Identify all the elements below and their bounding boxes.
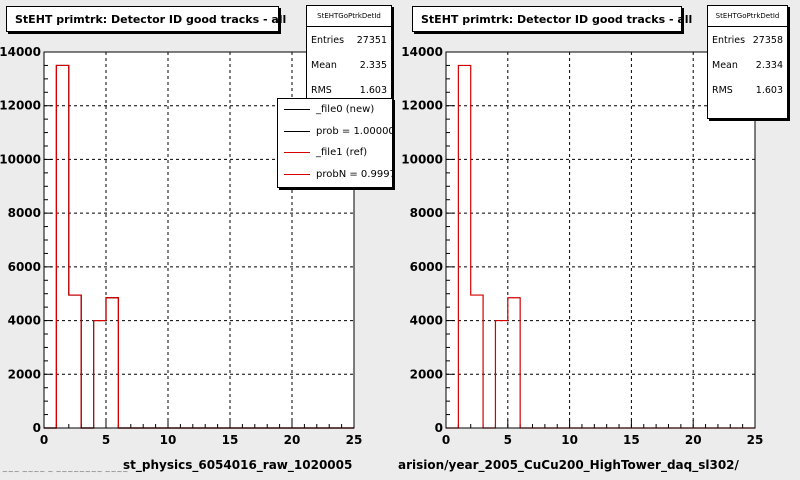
left-histogram-title: StEHT primtrk: Detector ID good tracks -… xyxy=(6,6,286,32)
right-stats-box: StEHTGoPtrkDetId Entries 27358 Mean 2.33… xyxy=(707,5,788,119)
left-y-tick-label: 12000 xyxy=(0,99,41,113)
right-title-text: StEHT primtrk: Detector ID good tracks -… xyxy=(421,13,693,26)
left-stats-entries: Entries 27351 xyxy=(311,35,387,46)
status-footer: ~~~ ~~~~ ~ ~~~~~~~~ ~~~~ xyxy=(2,468,129,476)
left-x-tick-label: 10 xyxy=(160,433,177,447)
right-x-tick-label: 0 xyxy=(442,433,450,447)
right-x-tick-label: 20 xyxy=(685,433,702,447)
left-y-tick-label: 4000 xyxy=(8,314,41,328)
left-x-tick-label: 25 xyxy=(346,433,363,447)
legend-line-file1 xyxy=(284,152,310,154)
left-plot-frame xyxy=(43,51,355,429)
right-plot-frame xyxy=(445,51,756,429)
left-stats-mean: Mean 2.335 xyxy=(311,60,387,71)
legend-item-probn: probN = 0.999718 xyxy=(278,164,392,186)
right-stats-rms: RMS 1.603 xyxy=(712,85,783,96)
right-plot-area xyxy=(446,52,755,428)
left-x-tick-label: 0 xyxy=(40,433,48,447)
left-y-tick-label: 8000 xyxy=(8,206,41,220)
right-histogram-title: StEHT primtrk: Detector ID good tracks -… xyxy=(412,6,692,32)
right-y-tick-label: 4000 xyxy=(410,314,443,328)
right-y-tick-label: 6000 xyxy=(410,260,443,274)
left-x-axis-title: st_physics_6054016_raw_1020005 xyxy=(123,458,353,472)
right-y-tick-label: 14000 xyxy=(401,45,443,59)
left-y-tick-label: 14000 xyxy=(0,45,41,59)
left-y-tick-label: 2000 xyxy=(8,367,41,381)
left-title-text: StEHT primtrk: Detector ID good tracks -… xyxy=(15,13,287,26)
left-y-tick-label: 10000 xyxy=(0,152,41,166)
right-x-axis-title: arision/year_2005_CuCu200_HighTower_daq_… xyxy=(398,458,739,472)
right-y-tick-label: 10000 xyxy=(401,152,443,166)
right-y-tick-label: 8000 xyxy=(410,206,443,220)
right-x-tick-label: 25 xyxy=(747,433,764,447)
right-stats-name: StEHTGoPtrkDetId xyxy=(708,6,787,27)
left-y-tick-label: 6000 xyxy=(8,260,41,274)
left-x-tick-label: 20 xyxy=(284,433,301,447)
legend-box: _file0 (new) prob = 1.000000 _file1 (ref… xyxy=(277,98,393,188)
legend-item-prob: prob = 1.000000 xyxy=(278,121,392,143)
right-stats-entries: Entries 27358 xyxy=(712,35,783,46)
legend-item-file0: _file0 (new) xyxy=(278,99,392,121)
left-y-tick-label: 0 xyxy=(33,421,41,435)
right-stats-mean: Mean 2.334 xyxy=(712,60,783,71)
left-stats-rms: RMS 1.603 xyxy=(311,85,387,96)
left-stats-name: StEHTGoPtrkDetId xyxy=(307,6,391,27)
right-x-tick-label: 5 xyxy=(504,433,512,447)
legend-item-file1: _file1 (ref) xyxy=(278,142,392,164)
left-x-tick-label: 15 xyxy=(222,433,239,447)
right-x-tick-label: 10 xyxy=(561,433,578,447)
left-x-tick-label: 5 xyxy=(102,433,110,447)
right-y-tick-label: 2000 xyxy=(410,367,443,381)
right-y-tick-label: 12000 xyxy=(401,99,443,113)
right-x-tick-label: 15 xyxy=(623,433,640,447)
legend-line-probn xyxy=(284,173,310,175)
legend-line-file0 xyxy=(284,109,310,111)
legend-line-prob xyxy=(284,130,310,132)
right-y-tick-label: 0 xyxy=(435,421,443,435)
